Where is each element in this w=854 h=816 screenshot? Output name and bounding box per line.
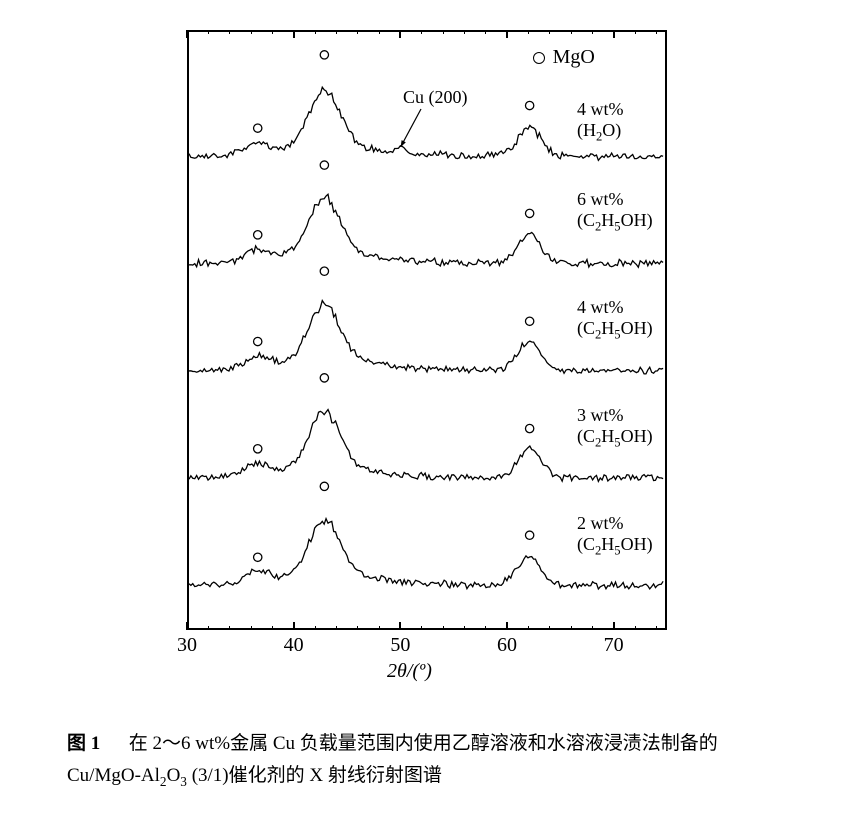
x-tick-label: 30 [172,634,202,657]
x-tick-minor [336,626,337,630]
x-tick-major [613,30,615,38]
x-tick-label: 50 [385,634,415,657]
x-tick-minor [592,30,593,34]
x-tick-minor [635,626,636,630]
x-tick-minor [251,30,252,34]
x-tick-minor [421,626,422,630]
x-tick-label: 70 [599,634,629,657]
x-tick-minor [464,30,465,34]
x-tick-minor [272,626,273,630]
x-tick-minor [357,626,358,630]
x-tick-major [399,622,401,630]
x-tick-minor [315,30,316,34]
x-tick-minor [549,626,550,630]
x-tick-major [399,30,401,38]
x-tick-minor [208,30,209,34]
x-tick-minor [443,30,444,34]
x-tick-major [186,622,188,630]
x-tick-minor [528,30,529,34]
x-tick-label: 60 [492,634,522,657]
x-tick-minor [592,626,593,630]
figure-number: 图 1 [67,733,100,754]
x-tick-minor [357,30,358,34]
x-tick-major [293,622,295,630]
x-tick-minor [528,626,529,630]
x-tick-minor [272,30,273,34]
x-tick-major [293,30,295,38]
x-tick-minor [485,626,486,630]
x-tick-minor [208,626,209,630]
x-tick-minor [635,30,636,34]
x-tick-minor [485,30,486,34]
figure-caption: 图 1 在 2～6 wt%金属 Cu 负载量范围内使用乙醇溶液和水溶液浸渍法制备… [67,728,787,794]
x-tick-major [506,622,508,630]
xrd-chart: 4 wt%(H2O)6 wt%(C2H5OH)4 wt%(C2H5OH)3 wt… [147,20,707,700]
x-tick-minor [656,30,657,34]
x-tick-minor [571,626,572,630]
x-tick-major [613,622,615,630]
x-tick-minor [549,30,550,34]
x-tick-minor [379,626,380,630]
x-tick-minor [464,626,465,630]
x-tick-minor [421,30,422,34]
x-axis-label: 2θ/(º) [387,660,432,683]
x-tick-minor [336,30,337,34]
x-tick-minor [229,30,230,34]
x-tick-label: 40 [279,634,309,657]
x-tick-minor [315,626,316,630]
arrow-icon [187,30,667,630]
x-tick-minor [229,626,230,630]
x-tick-major [186,30,188,38]
x-tick-minor [379,30,380,34]
caption-text: 在 2～6 wt%金属 Cu 负载量范围内使用乙醇溶液和水溶液浸渍法制备的 Cu… [67,733,718,786]
x-tick-major [506,30,508,38]
x-tick-minor [656,626,657,630]
x-tick-minor [443,626,444,630]
x-tick-minor [251,626,252,630]
x-tick-minor [571,30,572,34]
